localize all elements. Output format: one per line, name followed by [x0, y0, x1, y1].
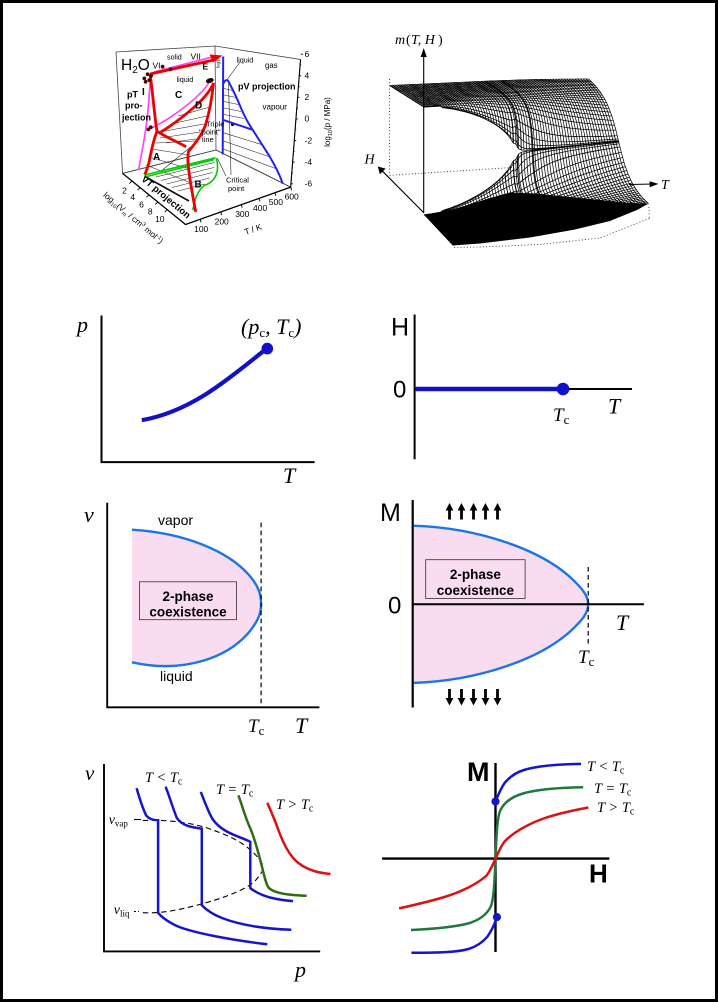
- svg-text:100: 100: [194, 224, 208, 234]
- svg-text:0: 0: [393, 377, 406, 404]
- svg-text:(: (: [406, 33, 411, 48]
- svg-text:0: 0: [305, 114, 310, 124]
- svg-text:T, H: T, H: [411, 33, 436, 48]
- svg-text:T > Tc: T > Tc: [597, 800, 635, 818]
- svg-text:2-phase: 2-phase: [162, 589, 214, 604]
- svg-text:pro-: pro-: [125, 101, 143, 111]
- svg-text:gas: gas: [265, 61, 278, 70]
- svg-text:liquid: liquid: [237, 56, 254, 65]
- svg-text:M: M: [380, 499, 401, 527]
- svg-text:VII: VII: [191, 52, 201, 62]
- svg-text:log10(p / MPa): log10(p / MPa): [323, 97, 334, 147]
- svg-text:solid: solid: [167, 53, 182, 62]
- svg-text:m: m: [395, 33, 405, 48]
- svg-text:coexistence: coexistence: [437, 583, 515, 598]
- svg-text:0: 0: [388, 593, 401, 620]
- svg-text:): ): [438, 33, 443, 48]
- svg-text:"point": "point": [199, 128, 221, 137]
- svg-text:-2: -2: [305, 135, 313, 145]
- svg-text:T = Tc: T = Tc: [216, 782, 254, 800]
- svg-text:8: 8: [148, 207, 153, 217]
- svg-text:v: v: [84, 502, 94, 527]
- svg-text:I: I: [142, 87, 145, 98]
- svg-text:H: H: [391, 314, 409, 342]
- svg-text:6: 6: [139, 199, 144, 209]
- svg-text:C: C: [175, 90, 182, 101]
- svg-text:200: 200: [215, 217, 229, 227]
- svg-text:point: point: [228, 184, 245, 193]
- svg-text:p: p: [75, 312, 88, 337]
- svg-text:2-phase: 2-phase: [450, 567, 502, 582]
- svg-text:vliq: vliq: [114, 903, 130, 919]
- svg-text:jection: jection: [121, 113, 151, 123]
- svg-text:2: 2: [305, 92, 310, 102]
- svg-text:T: T: [616, 610, 630, 635]
- svg-text:Tc: Tc: [578, 647, 595, 669]
- svg-text:600: 600: [285, 192, 299, 202]
- svg-text:T: T: [661, 178, 670, 193]
- svg-text:E: E: [203, 61, 209, 71]
- svg-text:4: 4: [305, 71, 310, 81]
- svg-text:T: T: [283, 463, 297, 488]
- svg-text:H2O: H2O: [121, 57, 150, 76]
- svg-text:liquid: liquid: [177, 75, 194, 84]
- svg-text:6: 6: [305, 49, 310, 59]
- svg-text:T < Tc: T < Tc: [145, 770, 183, 788]
- svg-text:pT: pT: [127, 90, 138, 100]
- svg-text:vapor: vapor: [158, 512, 193, 528]
- svg-text:T / K: T / K: [243, 221, 263, 236]
- svg-text:T > Tc: T > Tc: [276, 797, 314, 815]
- svg-text:M: M: [467, 757, 490, 787]
- svg-text:T: T: [608, 394, 622, 419]
- svg-text:vapour: vapour: [263, 103, 288, 112]
- svg-text:p: p: [293, 957, 306, 982]
- svg-text:-6: -6: [305, 179, 313, 189]
- svg-text:pV projection: pV projection: [238, 81, 296, 91]
- svg-text:400: 400: [253, 203, 267, 213]
- svg-text:500: 500: [269, 197, 283, 207]
- svg-text:VI: VI: [153, 61, 161, 71]
- svg-text:T < Tc: T < Tc: [587, 759, 625, 777]
- svg-text:A: A: [153, 152, 160, 163]
- svg-text:(pc, Tc): (pc, Tc): [241, 314, 301, 340]
- svg-text:Tc: Tc: [553, 405, 570, 427]
- svg-text:log p: log p: [216, 58, 221, 68]
- svg-text:300: 300: [235, 209, 249, 219]
- svg-text:Triple: Triple: [206, 120, 224, 129]
- svg-text:B: B: [195, 180, 202, 191]
- svg-text:D: D: [195, 101, 202, 112]
- svg-text:liquid: liquid: [160, 668, 193, 684]
- svg-text:10: 10: [155, 214, 165, 224]
- svg-text:T: T: [295, 713, 309, 738]
- svg-text:line: line: [202, 135, 214, 144]
- svg-text:v: v: [85, 761, 95, 785]
- svg-text:Tc: Tc: [248, 716, 265, 738]
- svg-text:2: 2: [122, 186, 127, 196]
- svg-text:vvap: vvap: [109, 813, 129, 829]
- svg-text:coexistence: coexistence: [149, 605, 227, 620]
- svg-text:Critical: Critical: [226, 176, 249, 185]
- svg-text:-4: -4: [305, 157, 313, 167]
- svg-text:T = Tc: T = Tc: [594, 781, 632, 799]
- svg-text:4: 4: [130, 192, 135, 202]
- svg-text:H: H: [364, 153, 376, 168]
- svg-text:H: H: [589, 859, 608, 889]
